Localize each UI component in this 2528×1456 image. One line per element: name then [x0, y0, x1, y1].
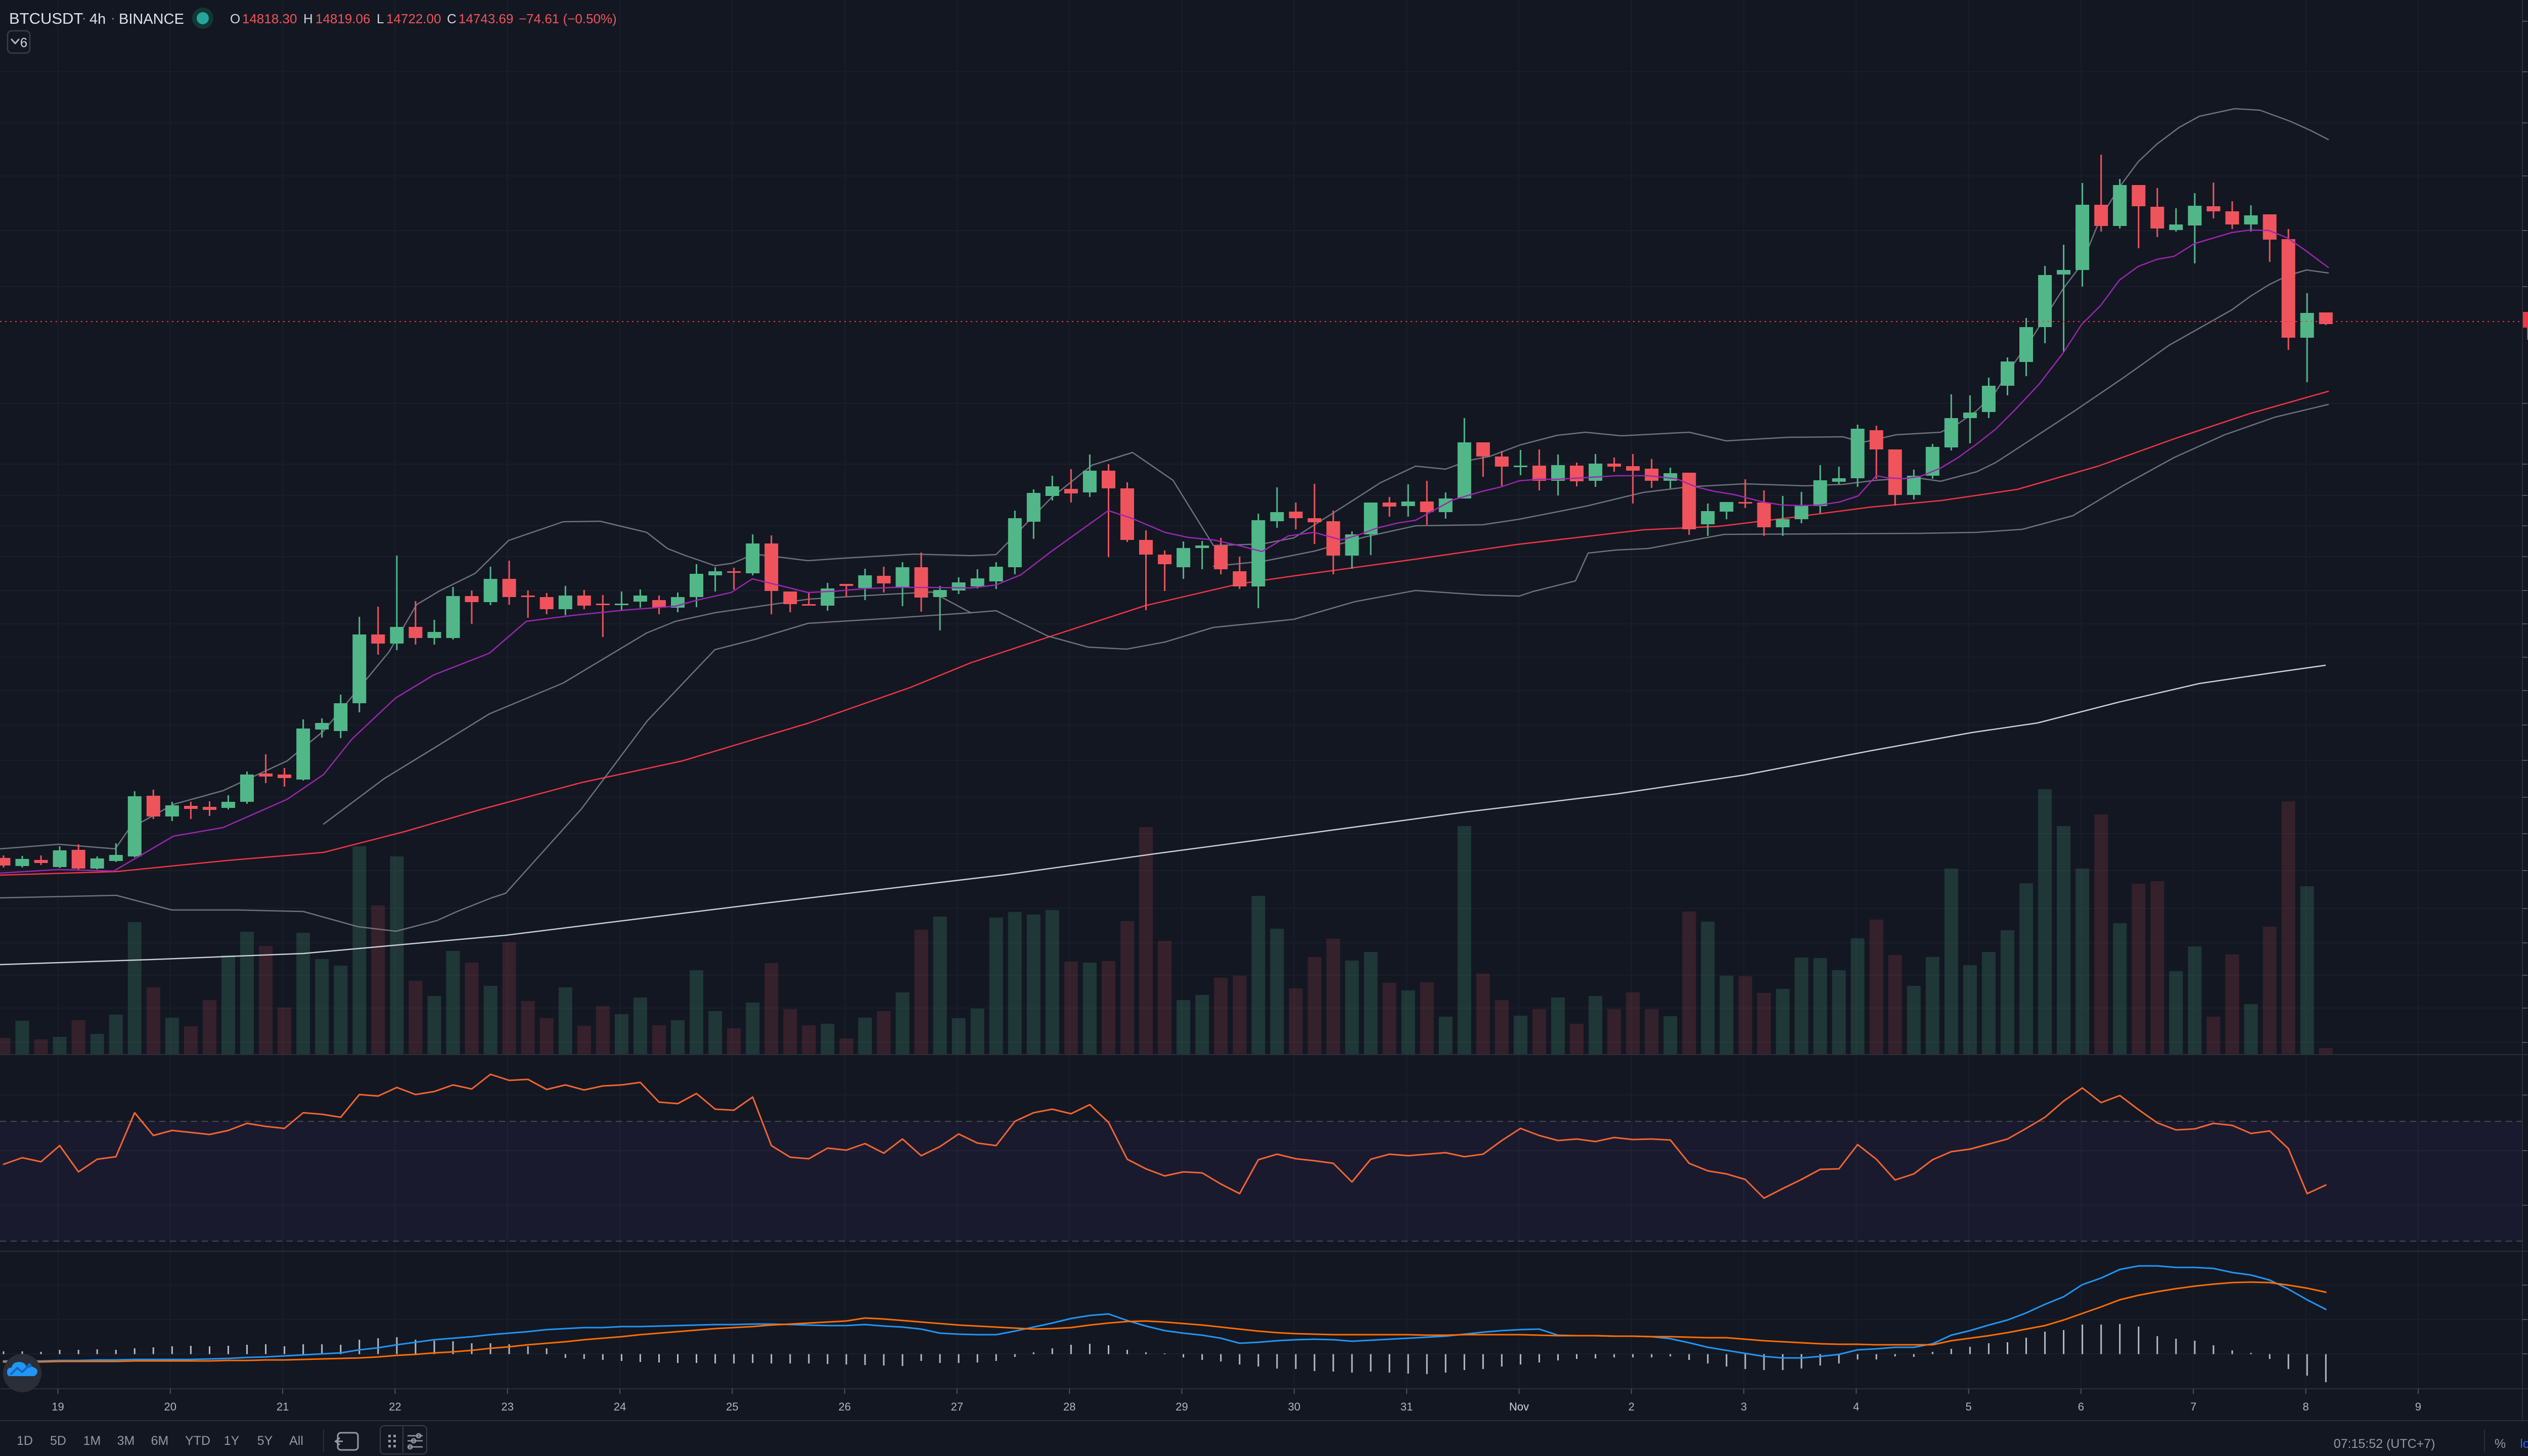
- svg-text:25: 25: [726, 1400, 738, 1413]
- svg-text:1D: 1D: [17, 1434, 33, 1448]
- svg-text:07:15:52 (UTC+7): 07:15:52 (UTC+7): [2334, 1437, 2435, 1451]
- svg-text:31: 31: [1401, 1400, 1413, 1413]
- svg-text:·: ·: [111, 10, 115, 25]
- svg-text:14722.00: 14722.00: [386, 11, 441, 26]
- svg-text:21: 21: [277, 1400, 289, 1413]
- svg-text:All: All: [289, 1434, 303, 1448]
- svg-text:29: 29: [1176, 1400, 1188, 1413]
- svg-text:L: L: [377, 11, 384, 26]
- svg-text:1M: 1M: [83, 1434, 101, 1448]
- svg-text:%: %: [2495, 1437, 2506, 1451]
- svg-text:14818.30: 14818.30: [242, 11, 297, 26]
- svg-text:28: 28: [1063, 1400, 1075, 1413]
- svg-text:log: log: [2520, 1437, 2528, 1451]
- svg-text:5: 5: [1965, 1400, 1971, 1413]
- svg-text:7: 7: [2190, 1400, 2196, 1413]
- svg-text:4: 4: [1853, 1400, 1859, 1413]
- svg-text:19: 19: [52, 1400, 64, 1413]
- svg-text:Nov: Nov: [1509, 1400, 1529, 1413]
- svg-text:YTD: YTD: [185, 1434, 210, 1448]
- svg-text:6: 6: [2078, 1400, 2084, 1413]
- svg-text:5Y: 5Y: [257, 1434, 273, 1448]
- svg-text:3M: 3M: [117, 1434, 135, 1448]
- svg-text:30: 30: [1288, 1400, 1300, 1413]
- svg-text:22: 22: [389, 1400, 401, 1413]
- svg-text:6: 6: [20, 35, 27, 50]
- svg-text:4h: 4h: [89, 11, 106, 27]
- svg-text:6M: 6M: [151, 1434, 169, 1448]
- svg-text:BTCUSDT: BTCUSDT: [9, 10, 83, 27]
- svg-text:C: C: [447, 11, 457, 26]
- svg-text:8: 8: [2303, 1400, 2309, 1413]
- svg-text:9: 9: [2415, 1400, 2421, 1413]
- svg-text:27: 27: [951, 1400, 963, 1413]
- svg-text:BINANCE: BINANCE: [119, 11, 184, 27]
- svg-text:5D: 5D: [50, 1434, 66, 1448]
- svg-text:14743.69: 14743.69: [459, 11, 513, 26]
- svg-text:H: H: [303, 11, 313, 26]
- svg-text:−74.61 (−0.50%): −74.61 (−0.50%): [519, 11, 617, 26]
- svg-text:1Y: 1Y: [224, 1434, 240, 1448]
- svg-text:·: ·: [82, 10, 86, 25]
- svg-text:O: O: [230, 11, 240, 26]
- svg-text:20: 20: [164, 1400, 176, 1413]
- svg-text:14819.06: 14819.06: [315, 11, 370, 26]
- svg-text:3: 3: [1741, 1400, 1747, 1413]
- svg-text:23: 23: [501, 1400, 513, 1413]
- svg-text:26: 26: [838, 1400, 850, 1413]
- svg-text:2: 2: [1629, 1400, 1635, 1413]
- svg-text:24: 24: [614, 1400, 626, 1413]
